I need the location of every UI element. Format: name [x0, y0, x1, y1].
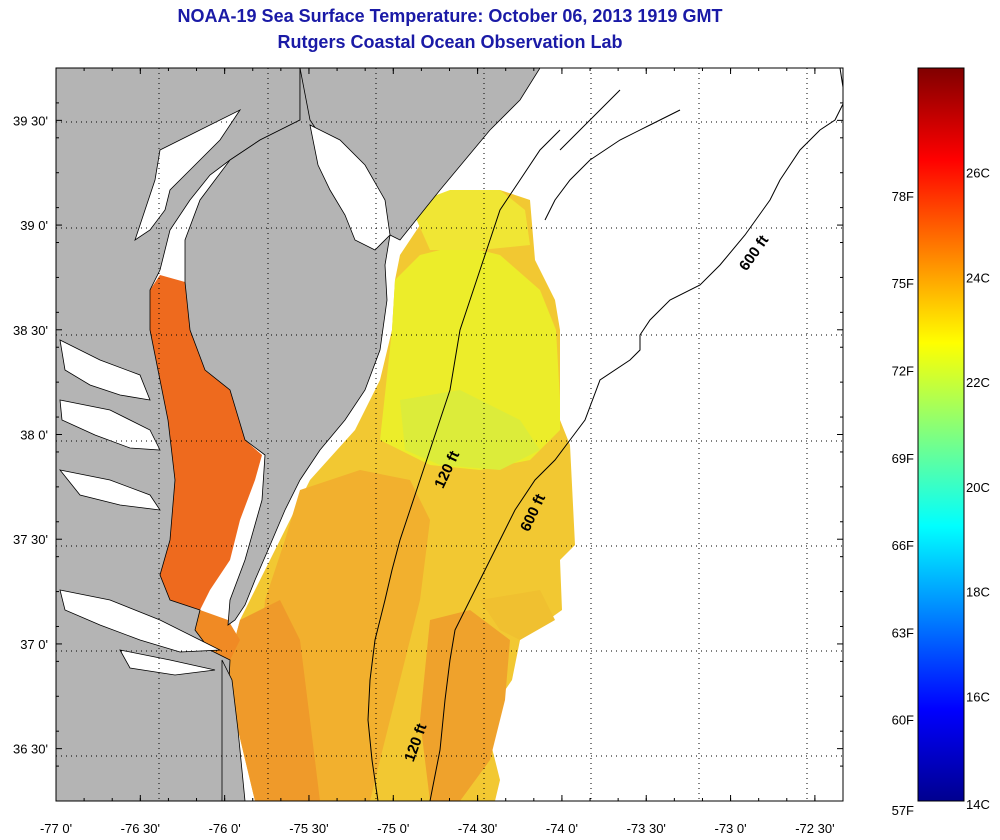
lat-tick-label: 38 0'	[20, 428, 48, 443]
colorbar-fahrenheit-label: 75F	[892, 276, 914, 291]
lon-tick-label: -77 0'	[40, 821, 72, 836]
map-frame-ticks	[55, 67, 844, 802]
lon-tick-label: -73 30'	[627, 821, 666, 836]
inland-water	[59, 108, 391, 676]
colorbar-fahrenheit-label: 63F	[892, 625, 914, 640]
colorbar-celsius-label: 22C	[966, 375, 990, 390]
colorbar-celsius-label: 14C	[966, 797, 990, 812]
latitude-tick-labels: 39 30' 39 0' 38 30' 38 0' 37 30' 37 0' 36 30'	[13, 113, 48, 756]
colorbar-celsius-label: 18C	[966, 585, 990, 600]
colorbar-celsius-label: 20C	[966, 480, 990, 495]
lat-tick-label: 37 0'	[20, 637, 48, 652]
colorbar-celsius-labels: 26C 24C 22C 20C 18C 16C 14C	[966, 166, 990, 812]
colorbar-fahrenheit-label: 60F	[892, 713, 914, 728]
chart-title: NOAA-19 Sea Surface Temperature: October…	[177, 6, 723, 26]
colorbar-celsius-label: 26C	[966, 166, 990, 181]
colorbar-gradient	[917, 67, 965, 802]
colorbar-fahrenheit-label: 57F	[892, 803, 914, 818]
sst-field	[150, 190, 575, 801]
lon-tick-label: -72 30'	[795, 821, 834, 836]
lon-tick-label: -73 0'	[715, 821, 747, 836]
lat-tick-label: 38 30'	[13, 323, 48, 338]
lon-tick-label: -76 0'	[209, 821, 241, 836]
lon-tick-label: -76 30'	[121, 821, 160, 836]
lon-tick-label: -74 0'	[546, 821, 578, 836]
graticule	[56, 68, 843, 801]
colorbar-fahrenheit-label: 69F	[892, 451, 914, 466]
colorbar-celsius-label: 16C	[966, 689, 990, 704]
colorbar-fahrenheit-label: 66F	[892, 538, 914, 553]
map-area: 600 ft 120 ft 600 ft 120 ft	[56, 68, 843, 801]
colorbar-celsius-label: 24C	[966, 270, 990, 285]
colorbar-fahrenheit-label: 78F	[892, 189, 914, 204]
colorbar-fahrenheit-label: 72F	[892, 364, 914, 379]
longitude-tick-labels: -77 0' -76 30' -76 0' -75 30' -75 0' -74 30' -…	[40, 821, 835, 836]
lon-tick-label: -75 30'	[289, 821, 328, 836]
lat-tick-label: 39 30'	[13, 113, 48, 128]
bathymetry-contours	[367, 68, 843, 801]
colorbar: 26C 24C 22C 20C 18C 16C 14C 78F 75F 72F 69F 66F 63F…	[892, 67, 990, 818]
lat-tick-label: 37 30'	[13, 532, 48, 547]
lat-tick-label: 36 30'	[13, 742, 48, 757]
lon-tick-label: -75 0'	[377, 821, 409, 836]
colorbar-fahrenheit-labels: 78F 75F 72F 69F 66F 63F 60F 57F	[892, 189, 914, 818]
lat-tick-label: 39 0'	[20, 218, 48, 233]
chart-subtitle: Rutgers Coastal Ocean Observation Lab	[277, 32, 623, 52]
lon-tick-label: -74 30'	[458, 821, 497, 836]
